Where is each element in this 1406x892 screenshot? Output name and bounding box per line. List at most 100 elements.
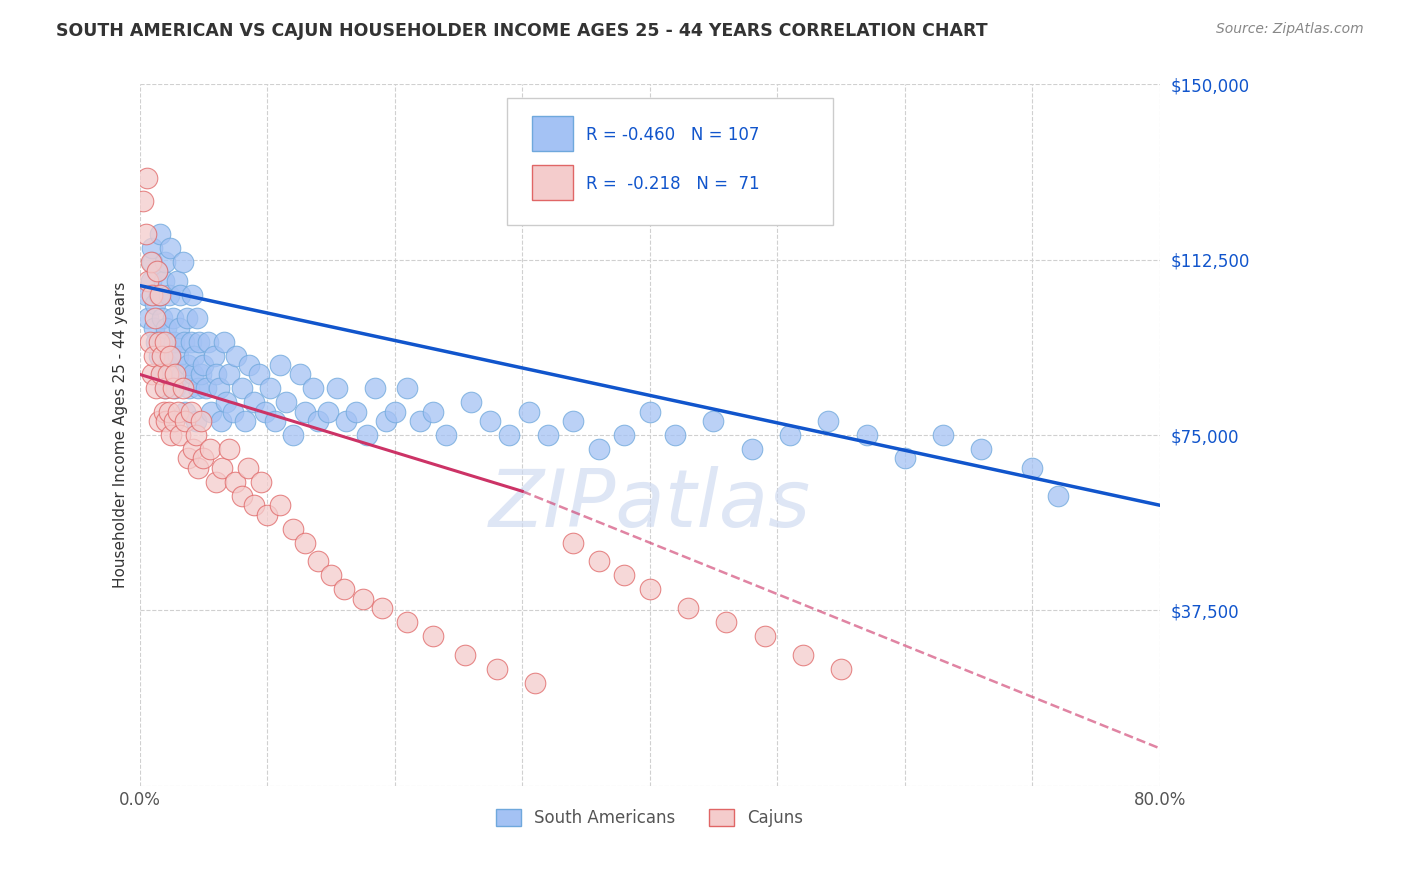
Point [231, 381, 253, 395]
Point [269, 358, 291, 372]
Point [236, 460, 259, 475]
Y-axis label: Householder Income Ages 25 - 44 years: Householder Income Ages 25 - 44 years [114, 282, 128, 589]
Point [166, 405, 188, 419]
Point [409, 414, 432, 428]
Point [198, 442, 221, 457]
Point [148, 414, 170, 428]
Point [176, 311, 198, 326]
Point [180, 288, 202, 302]
Point [352, 591, 374, 606]
Point [238, 358, 260, 372]
Point [485, 662, 508, 676]
Point [200, 405, 222, 419]
Point [156, 358, 179, 372]
Point [664, 428, 686, 442]
Point [163, 414, 186, 428]
Point [153, 381, 176, 395]
Point [335, 414, 357, 428]
Point [894, 451, 917, 466]
Point [215, 395, 238, 409]
Point [166, 349, 188, 363]
Point [307, 554, 329, 568]
Point [177, 451, 200, 466]
Point [159, 349, 181, 363]
Point [374, 414, 396, 428]
Point [460, 395, 482, 409]
Point [249, 475, 271, 489]
Point [148, 288, 170, 302]
Point [153, 381, 176, 395]
Text: ZIPatlas: ZIPatlas [489, 467, 811, 544]
Point [165, 381, 187, 395]
Point [259, 381, 281, 395]
Point [142, 349, 165, 363]
Point [281, 522, 304, 536]
Point [396, 381, 419, 395]
Point [186, 311, 208, 326]
Point [138, 334, 160, 349]
Point [183, 349, 205, 363]
Point [326, 381, 349, 395]
Point [319, 568, 342, 582]
Point [167, 320, 190, 334]
FancyBboxPatch shape [508, 98, 834, 225]
Point [344, 405, 367, 419]
Point [225, 349, 247, 363]
Point [249, 368, 271, 382]
Point [294, 535, 316, 549]
Point [588, 554, 610, 568]
Point [138, 274, 160, 288]
Point [741, 442, 763, 457]
Point [153, 255, 176, 269]
Point [188, 334, 211, 349]
Point [174, 405, 197, 419]
Point [152, 274, 174, 288]
Point [184, 428, 207, 442]
Point [148, 349, 170, 363]
Point [190, 414, 212, 428]
Point [294, 405, 316, 419]
Point [145, 334, 167, 349]
Point [205, 475, 228, 489]
Point [146, 264, 169, 278]
Point [162, 381, 184, 395]
Point [143, 311, 166, 326]
Point [253, 405, 276, 419]
Point [224, 475, 246, 489]
Point [302, 381, 325, 395]
Point [166, 274, 188, 288]
Point [263, 414, 285, 428]
Point [135, 227, 157, 241]
Point [613, 428, 636, 442]
Point [281, 428, 304, 442]
FancyBboxPatch shape [533, 116, 574, 151]
Point [143, 297, 166, 311]
Text: R =  -0.218   N =  71: R = -0.218 N = 71 [586, 175, 761, 193]
Point [779, 428, 801, 442]
Point [613, 568, 636, 582]
Point [218, 442, 240, 457]
Point [145, 381, 167, 395]
Point [243, 395, 266, 409]
Point [132, 194, 155, 209]
Point [218, 368, 240, 382]
Point [194, 381, 217, 395]
Point [523, 676, 546, 690]
Point [138, 311, 160, 326]
Point [434, 428, 457, 442]
Point [454, 648, 477, 662]
Point [269, 498, 291, 512]
Point [562, 414, 585, 428]
Point [152, 405, 174, 419]
Point [174, 414, 197, 428]
Point [231, 489, 253, 503]
Point [817, 414, 839, 428]
Point [318, 405, 340, 419]
Point [172, 255, 194, 269]
Point [187, 381, 209, 395]
Point [141, 368, 163, 382]
Point [364, 381, 387, 395]
Point [179, 381, 201, 395]
Point [172, 381, 194, 395]
Point [193, 451, 215, 466]
